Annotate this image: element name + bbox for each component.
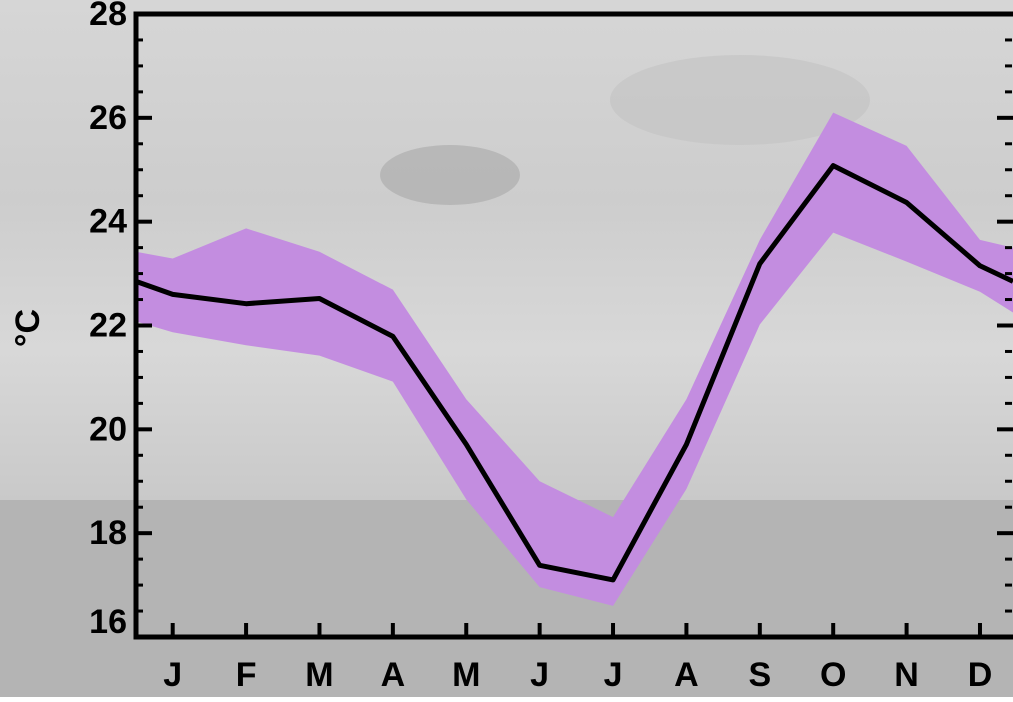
x-tick-label: S: [748, 656, 771, 694]
y-tick-label: 16: [89, 603, 127, 641]
y-tick-label: 20: [89, 410, 127, 448]
x-tick-label: J: [163, 656, 182, 694]
y-axis-label: °C: [9, 309, 47, 347]
x-tick-label: M: [452, 656, 480, 694]
x-tick-label: O: [820, 656, 846, 694]
y-tick-label: 22: [89, 306, 127, 344]
x-tick-label: F: [236, 656, 257, 694]
y-tick-label: 24: [89, 203, 127, 241]
chart: °C 16 18 20 22 24 26 28 J F M A M J J A S O N D: [0, 0, 1013, 697]
background-tree: [380, 145, 520, 205]
x-tick-label: J: [530, 656, 549, 694]
x-tick-label: N: [894, 656, 919, 694]
x-tick-label: D: [968, 656, 993, 694]
y-tick-label: 28: [89, 0, 127, 33]
background-photo: [0, 0, 1013, 500]
x-tick-label: A: [381, 656, 406, 694]
y-tick-label: 26: [89, 99, 127, 137]
x-tick-label: J: [604, 656, 623, 694]
x-tick-label: A: [674, 656, 699, 694]
y-tick-label: 18: [89, 514, 127, 552]
x-tick-label: M: [305, 656, 333, 694]
